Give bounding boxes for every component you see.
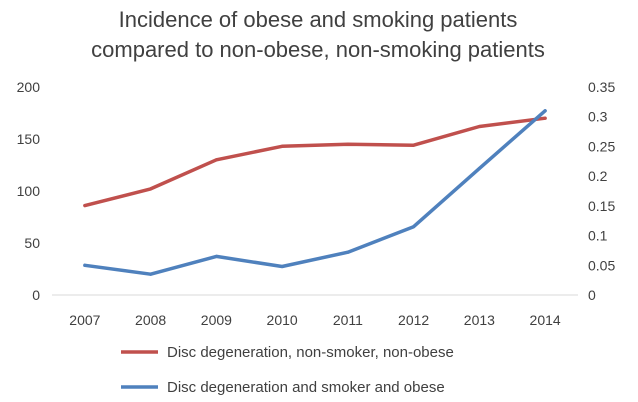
x-axis-tick-label: 2010 xyxy=(267,312,298,328)
series-2-point xyxy=(412,225,416,229)
legend-label-1: Disc degeneration, non-smoker, non-obese xyxy=(167,344,454,361)
left-axis-ticks: 0 50 100 150 200 xyxy=(17,79,41,303)
x-axis-tick-label: 2008 xyxy=(135,312,166,328)
series-1-point xyxy=(214,158,218,162)
x-axis-ticks: 2007 2008 2009 2010 2011 2012 2013 2014 xyxy=(69,312,561,328)
x-axis-tick-label: 2013 xyxy=(464,312,495,328)
series-2-point xyxy=(214,254,218,258)
right-axis-tick-label: 0 xyxy=(588,287,596,303)
x-axis-tick-label: 2012 xyxy=(398,312,429,328)
chart-title-line-1: Incidence of obese and smoking patients xyxy=(119,7,518,32)
series-2-point xyxy=(346,250,350,254)
series-line-2 xyxy=(83,109,547,276)
left-axis-tick-label: 150 xyxy=(17,131,41,147)
series-2-point xyxy=(477,166,481,170)
series-2-point xyxy=(149,272,153,276)
left-axis-tick-label: 200 xyxy=(17,79,41,95)
right-axis-tick-label: 0.2 xyxy=(588,168,608,184)
left-axis-tick-label: 100 xyxy=(17,183,41,199)
right-axis-tick-label: 0.25 xyxy=(588,138,615,154)
series-2-point xyxy=(543,109,547,113)
right-axis-tick-label: 0.1 xyxy=(588,228,608,244)
right-axis-ticks: 0 0.05 0.1 0.15 0.2 0.25 0.3 0.35 xyxy=(588,79,615,303)
x-axis-tick-label: 2011 xyxy=(333,312,363,328)
right-axis-tick-label: 0.05 xyxy=(588,257,615,273)
series-1-point xyxy=(543,116,547,120)
chart-title: Incidence of obese and smoking patients … xyxy=(91,7,545,62)
chart-series xyxy=(83,109,547,276)
series-1-point xyxy=(412,143,416,147)
right-axis-tick-label: 0.3 xyxy=(588,109,608,125)
right-axis-tick-label: 0.15 xyxy=(588,198,615,214)
x-axis-tick-label: 2007 xyxy=(69,312,100,328)
x-axis-tick-label: 2014 xyxy=(530,312,561,328)
x-axis-tick-label: 2009 xyxy=(201,312,232,328)
left-axis-tick-label: 0 xyxy=(32,287,40,303)
series-2-point xyxy=(280,264,284,268)
series-1-point xyxy=(346,142,350,146)
chart-legend: Disc degeneration, non-smoker, non-obese… xyxy=(121,344,454,396)
chart-title-line-2: compared to non-obese, non-smoking patie… xyxy=(91,37,545,62)
series-1-point xyxy=(83,204,87,208)
legend-label-2: Disc degeneration and smoker and obese xyxy=(167,379,445,396)
right-axis-tick-label: 0.35 xyxy=(588,79,615,95)
series-2-point xyxy=(83,263,87,267)
series-1-point xyxy=(280,144,284,148)
series-line-1 xyxy=(83,116,547,208)
left-axis-tick-label: 50 xyxy=(24,235,40,251)
series-1-point xyxy=(149,187,153,191)
series-1-point xyxy=(477,125,481,129)
